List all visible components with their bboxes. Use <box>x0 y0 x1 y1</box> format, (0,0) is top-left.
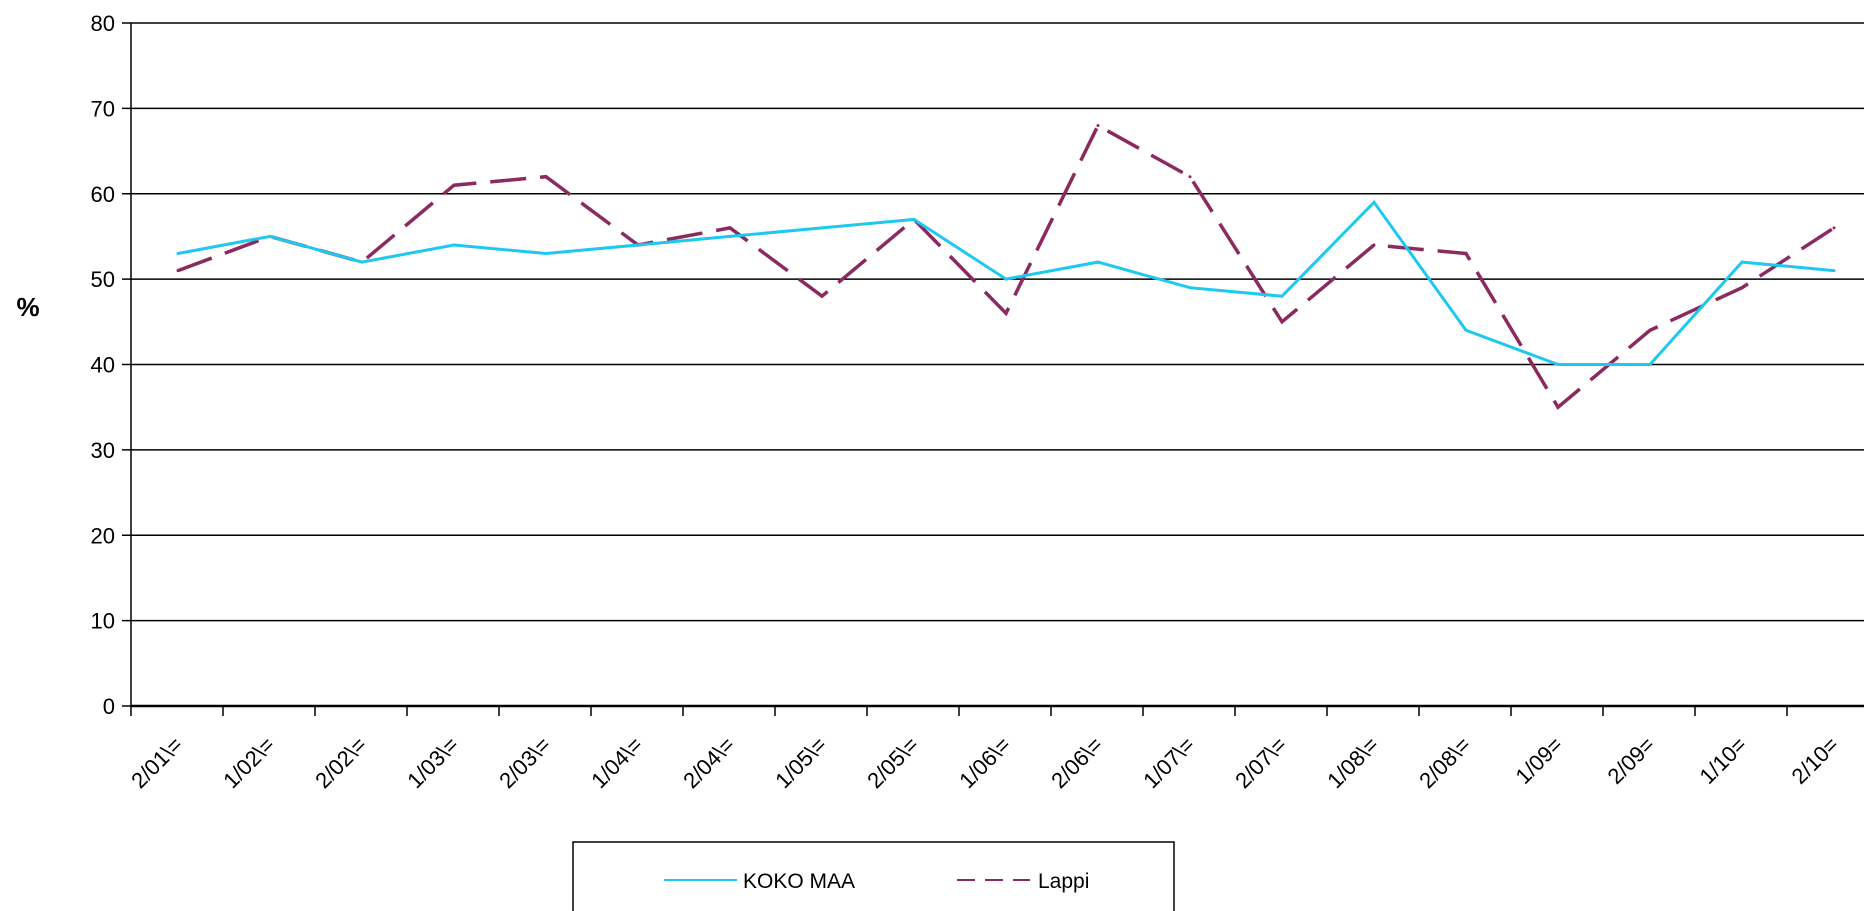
data-point-series-0 <box>1648 363 1652 366</box>
x-tick-label: 1/07\= <box>1138 732 1199 793</box>
legend: KOKO MAA Lappi <box>572 841 1175 911</box>
data-point-series-1 <box>1280 320 1284 324</box>
data-point-series-1 <box>728 226 732 230</box>
data-point-series-0 <box>1188 286 1192 290</box>
y-tick-label: 30 <box>91 438 115 463</box>
x-tick-label: 2/02\= <box>310 732 371 793</box>
data-point-series-0 <box>1832 269 1836 273</box>
data-point-series-0 <box>1556 363 1560 366</box>
data-point-series-0 <box>1740 260 1744 264</box>
y-tick-label: 40 <box>91 353 115 378</box>
data-point-series-1 <box>1740 286 1744 290</box>
y-tick-label: 60 <box>91 182 115 207</box>
data-point-series-1 <box>1372 243 1376 247</box>
legend-box <box>572 841 1175 911</box>
data-point-series-0 <box>268 234 272 238</box>
legend-label-koko-maa: KOKO MAA <box>743 870 855 893</box>
data-point-series-0 <box>728 234 732 238</box>
data-point-series-1 <box>1556 405 1560 409</box>
legend-label-lappi: Lappi <box>1038 870 1089 893</box>
y-tick-label: 50 <box>91 267 115 292</box>
series-line-0 <box>177 199 1835 366</box>
gridlines <box>131 22 1864 622</box>
y-tick-label: 70 <box>91 96 115 121</box>
x-tick-label: 2/06\= <box>1046 732 1107 793</box>
y-tick-label: 80 <box>91 11 115 36</box>
x-tick-label: 1/06\= <box>954 732 1015 793</box>
y-tick-label: 10 <box>91 609 115 634</box>
data-point-series-1 <box>1832 226 1836 230</box>
x-tick-label: 2/04\= <box>678 732 739 793</box>
data-point-series-1 <box>1648 328 1652 332</box>
data-point-series-0 <box>544 252 548 255</box>
data-point-series-1 <box>820 294 824 298</box>
data-point-series-0 <box>1280 294 1284 298</box>
y-tick-label: 0 <box>103 694 115 719</box>
series-lines <box>176 123 1836 410</box>
x-tick-label: 1/09= <box>1510 732 1567 789</box>
x-tick-label: 2/03\= <box>494 732 555 793</box>
data-point-series-0 <box>912 217 916 221</box>
data-point-series-1 <box>1096 124 1100 127</box>
data-point-series-0 <box>1004 277 1008 281</box>
data-point-series-1 <box>1464 252 1468 255</box>
data-point-series-1 <box>544 175 548 179</box>
x-tick-label: 2/07\= <box>1230 732 1291 793</box>
data-point-series-0 <box>452 243 456 247</box>
data-point-series-1 <box>452 183 456 187</box>
data-point-series-1 <box>176 269 180 273</box>
data-point-series-0 <box>1372 200 1376 204</box>
x-tick-label: 1/08\= <box>1322 732 1383 793</box>
x-tick-label: 2/08\= <box>1414 732 1475 793</box>
y-tick-label: 20 <box>91 523 115 548</box>
data-point-series-0 <box>176 252 180 255</box>
y-axis-label: % <box>16 292 39 322</box>
data-point-series-1 <box>1188 175 1192 179</box>
data-point-series-1 <box>1004 311 1008 315</box>
x-tick-label: 1/02\= <box>218 732 279 793</box>
data-point-series-0 <box>820 226 824 230</box>
data-point-series-0 <box>1464 328 1468 332</box>
x-tick-label: 2/10= <box>1786 732 1843 789</box>
x-tick-label: 1/03\= <box>402 732 463 793</box>
x-tick-label: 1/05\= <box>770 732 831 793</box>
y-axis-ticks: 0 10 20 30 40 50 60 70 80 <box>91 11 131 719</box>
x-tick-label: 1/10= <box>1694 732 1751 789</box>
data-point-series-0 <box>636 243 640 247</box>
x-tick-label: 2/01\= <box>126 732 187 793</box>
data-point-series-0 <box>360 260 364 264</box>
x-tick-label: 2/05\= <box>862 732 923 793</box>
x-axis-ticks: 2/01\= 1/02\= 2/02\= 1/03\= 2/03\= 1/04\= 2/04… <box>126 706 1844 793</box>
x-tick-label: 1/04\= <box>586 732 647 793</box>
x-tick-label: 2/09= <box>1602 732 1659 789</box>
data-point-series-0 <box>1096 260 1100 264</box>
